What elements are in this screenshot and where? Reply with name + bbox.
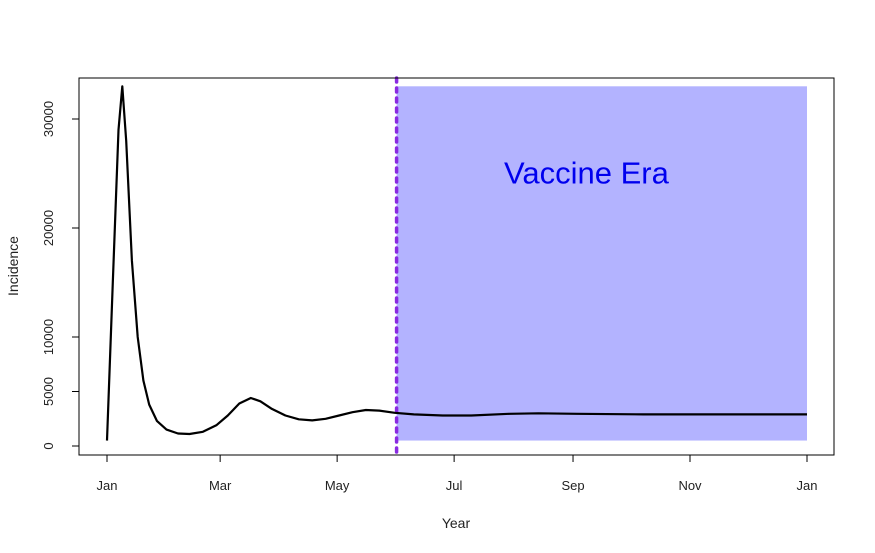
x-tick-label: Jul bbox=[446, 478, 463, 493]
y-tick-label: 10000 bbox=[41, 319, 56, 355]
vaccine-era-label: Vaccine Era bbox=[504, 156, 670, 191]
vaccine-era-region bbox=[396, 86, 807, 441]
y-tick-label: 5000 bbox=[41, 377, 56, 406]
y-tick-label: 30000 bbox=[41, 101, 56, 137]
y-tick-label: 0 bbox=[41, 442, 56, 449]
x-axis-title: Year bbox=[442, 515, 471, 531]
y-tick-label: 20000 bbox=[41, 210, 56, 246]
x-tick-label: Jan bbox=[797, 478, 818, 493]
x-tick-label: Jan bbox=[97, 478, 118, 493]
x-tick-label: May bbox=[325, 478, 350, 493]
x-tick-label: Nov bbox=[678, 478, 702, 493]
incidence-line-0 bbox=[105, 85, 807, 441]
x-tick-label: Mar bbox=[209, 478, 232, 493]
y-axis-title: Incidence bbox=[5, 236, 21, 296]
x-tick-label: Sep bbox=[561, 478, 584, 493]
